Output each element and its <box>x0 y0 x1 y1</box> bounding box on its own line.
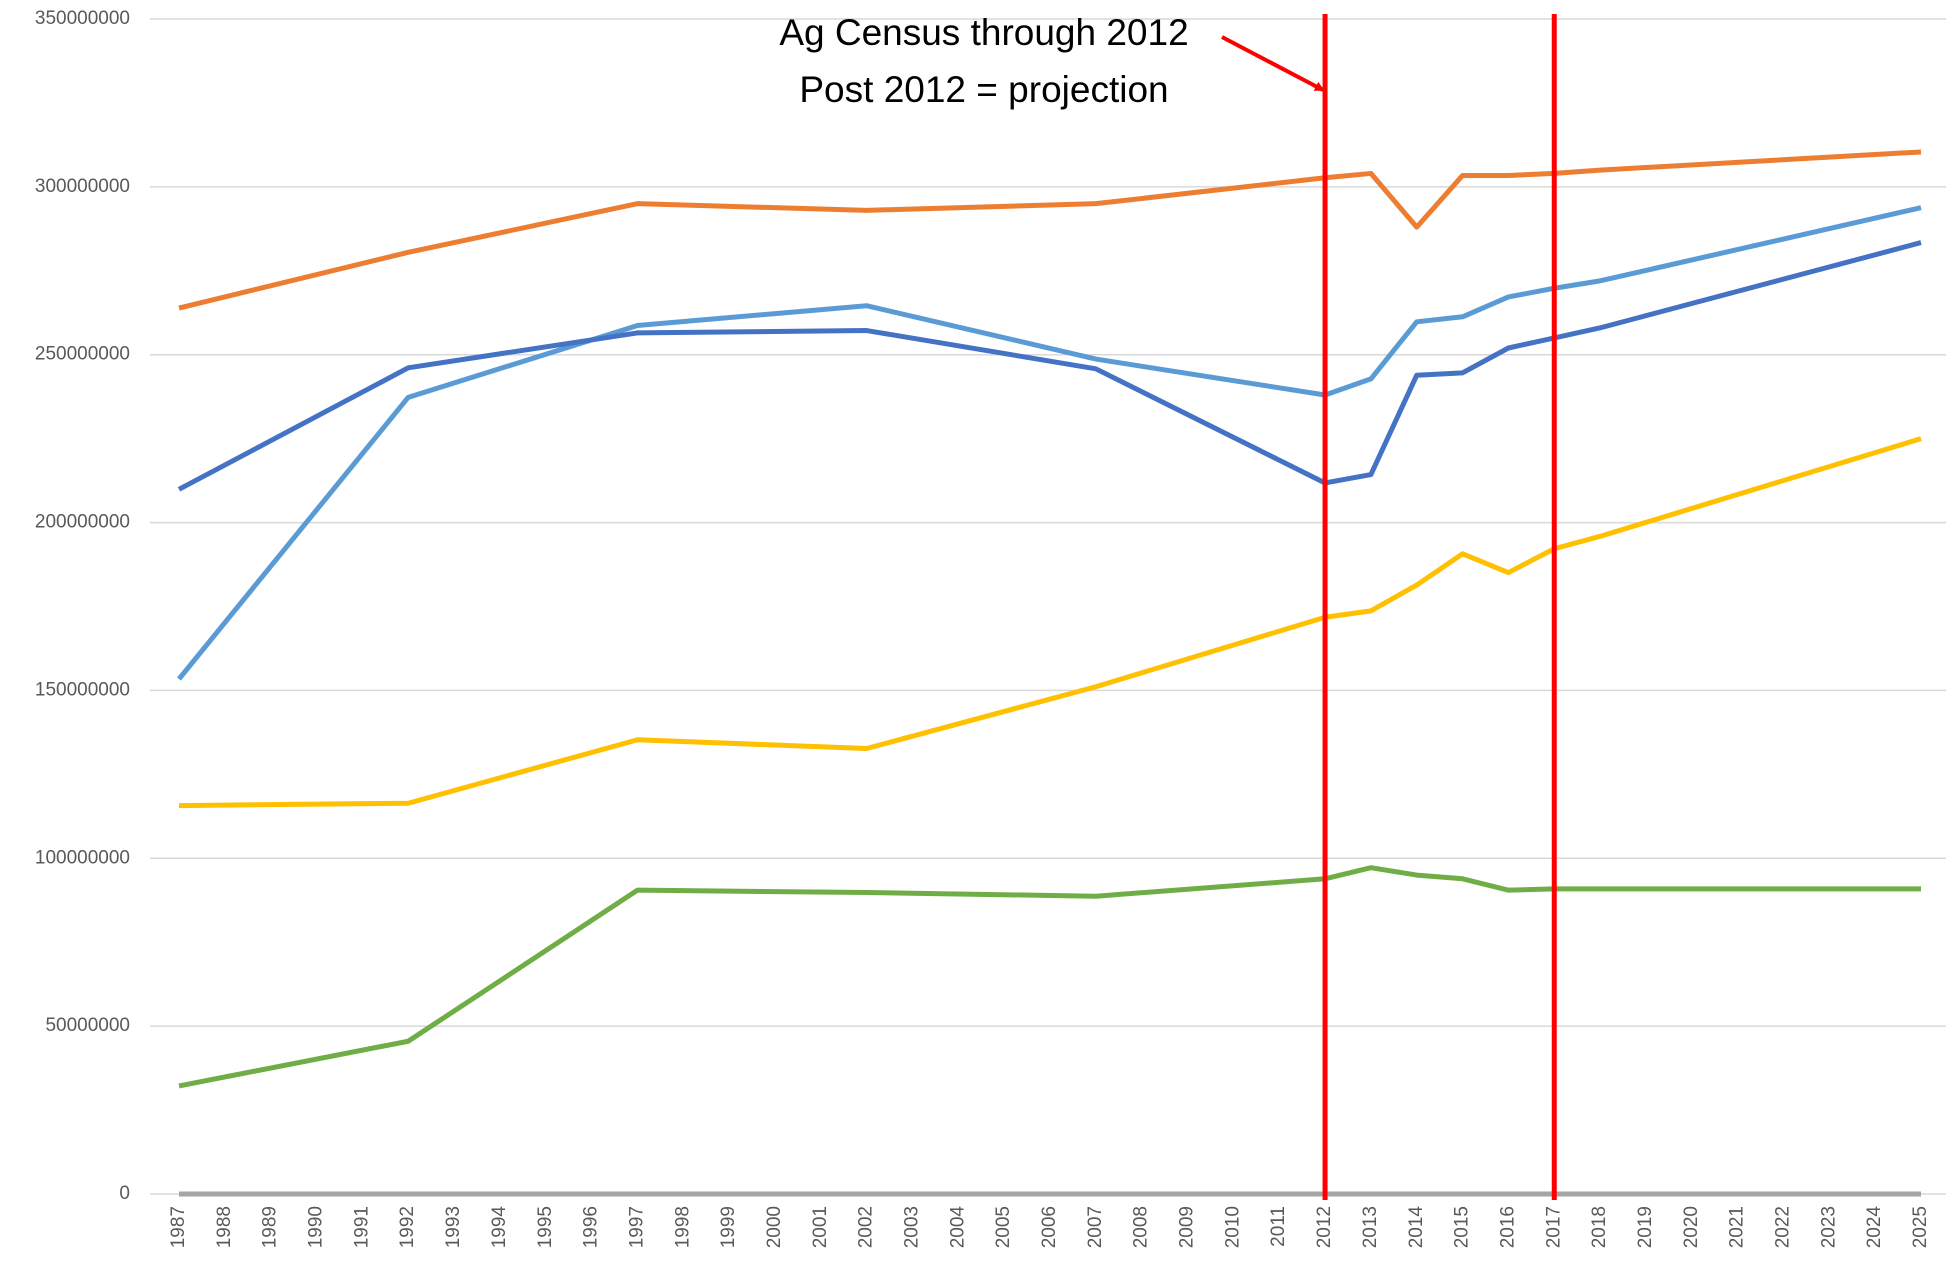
x-tick-label: 1991 <box>351 1206 372 1248</box>
x-tick-label: 2016 <box>1497 1206 1518 1248</box>
plot <box>177 14 1922 1200</box>
series-line <box>178 436 1922 809</box>
annotation: Ag Census through 2012 <box>779 12 1188 53</box>
x-tick-label: 2021 <box>1727 1206 1748 1248</box>
y-tick-label: 100000000 <box>35 847 130 868</box>
x-tick-label: 1987 <box>168 1206 189 1248</box>
annotation-arrow <box>1221 35 1325 92</box>
y-tick-label: 50000000 <box>45 1015 130 1036</box>
x-tick-label: 1996 <box>581 1206 602 1248</box>
x-tick-label: 1990 <box>306 1206 327 1248</box>
x-tick-label: 2005 <box>993 1206 1014 1248</box>
x-tick-label: 1998 <box>672 1206 693 1248</box>
x-tick-label: 2015 <box>1452 1206 1473 1248</box>
x-tick-label: 2024 <box>1864 1206 1885 1249</box>
x-tick-label: 2014 <box>1406 1206 1427 1249</box>
y-tick-label: 350000000 <box>35 8 130 29</box>
y-tick-label: 0 <box>119 1183 130 1204</box>
x-tick-label: 2000 <box>764 1206 785 1248</box>
x-tick-label: 1992 <box>397 1206 418 1248</box>
y-tick-label: 300000000 <box>35 176 130 197</box>
x-tick-label: 1999 <box>718 1206 739 1248</box>
series-line <box>177 240 1922 492</box>
x-tick-label: 2010 <box>1222 1206 1243 1248</box>
y-tick-label: 250000000 <box>35 344 130 365</box>
x-tick-label: 2008 <box>1131 1206 1152 1248</box>
series-line <box>178 149 1922 311</box>
x-tick-label: 2002 <box>856 1206 877 1248</box>
series-line <box>178 865 1921 1089</box>
y-tick-label: 200000000 <box>35 512 130 533</box>
y-tick-label: 150000000 <box>35 679 130 700</box>
x-tick-label: 2023 <box>1818 1206 1839 1248</box>
x-tick-label: 1989 <box>260 1206 281 1248</box>
x-tick-label: 1994 <box>489 1206 510 1249</box>
x-tick-label: 2018 <box>1589 1206 1610 1248</box>
series-line <box>177 205 1922 681</box>
x-tick-label: 2006 <box>1039 1206 1060 1248</box>
x-tick-label: 2022 <box>1772 1206 1793 1248</box>
x-tick-label: 1988 <box>214 1206 235 1248</box>
x-tick-label: 2025 <box>1910 1206 1931 1248</box>
x-tick-label: 2013 <box>1360 1206 1381 1248</box>
x-tick-label: 1995 <box>535 1206 556 1248</box>
x-tick-label: 2007 <box>1085 1206 1106 1248</box>
x-tick-label: 2001 <box>810 1206 831 1248</box>
x-tick-label: 1993 <box>443 1206 464 1248</box>
x-tick-label: 2012 <box>1314 1206 1335 1248</box>
x-tick-label: 2004 <box>947 1206 968 1249</box>
x-tick-label: 2019 <box>1635 1206 1656 1248</box>
x-tick-label: 2009 <box>1177 1206 1198 1248</box>
grid <box>150 18 1946 1195</box>
x-tick-label: 1997 <box>626 1206 647 1248</box>
annotation: Post 2012 = projection <box>799 69 1168 110</box>
x-tick-label: 2003 <box>901 1206 922 1248</box>
x-tick-label: 2020 <box>1681 1206 1702 1248</box>
x-tick-label: 2011 <box>1268 1206 1289 1247</box>
x-tick-label: 2017 <box>1543 1206 1564 1248</box>
